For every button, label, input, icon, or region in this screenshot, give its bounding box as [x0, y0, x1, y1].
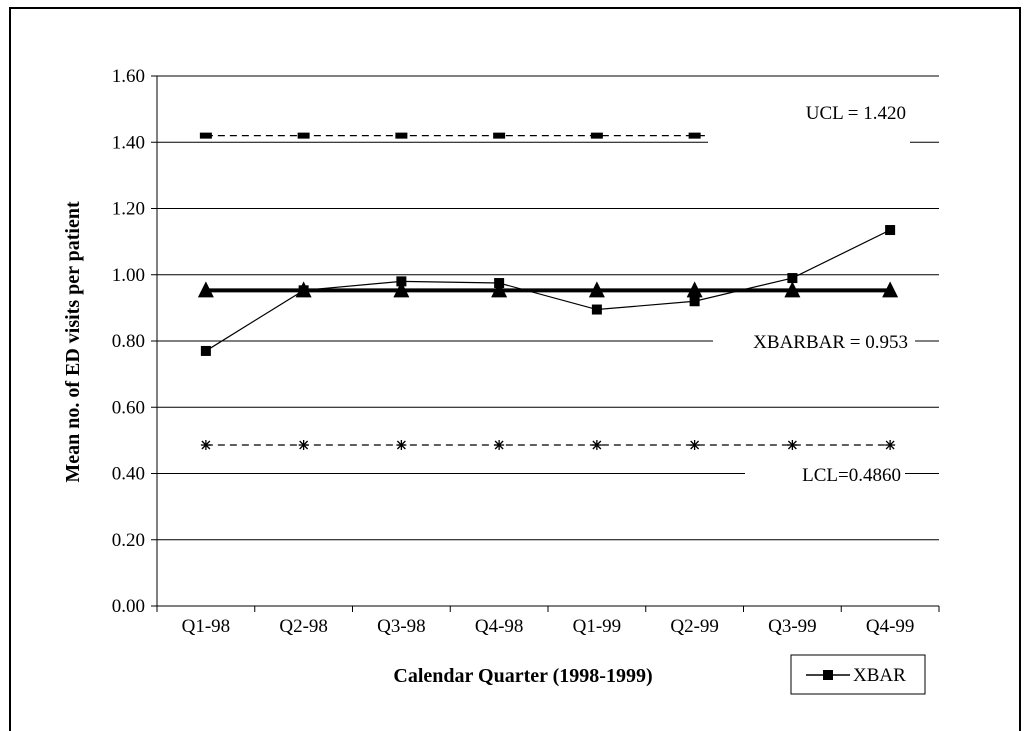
series-lcl-point-Q3-98 — [396, 440, 407, 451]
series-xbar-point-Q2-99 — [689, 296, 700, 307]
series-center-point-Q4-98 — [491, 281, 508, 298]
series-center-point-Q4-99 — [882, 281, 899, 298]
x-tick-label-Q3-99: Q3-99 — [768, 616, 817, 637]
x-tick-labels: Q1-98 Q2-98 Q3-98 Q4-98 Q1-99 Q2-99 Q3-99 Q4-99 — [182, 616, 915, 637]
series-lcl-point-Q2-98-d2 — [299, 440, 309, 450]
series-group — [197, 132, 899, 451]
x-axis-title: Calendar Quarter (1998-1999) — [393, 665, 652, 687]
ucl-label-bg — [708, 128, 910, 152]
series-lcl-point-Q2-98 — [298, 440, 309, 451]
series-lcl-point-Q1-98 — [200, 440, 211, 451]
series-ucl-point-Q1-99 — [590, 132, 603, 139]
lcl-label-bg — [745, 461, 905, 485]
series-center-point-Q1-99 — [588, 281, 605, 298]
x-tick-label-Q2-99: Q2-99 — [670, 616, 719, 637]
series-lcl-point-Q4-98 — [494, 440, 505, 451]
x-tick-label-Q4-99: Q4-99 — [866, 616, 915, 637]
series-lcl-point-Q4-99-d2 — [885, 440, 895, 450]
chart-frame — [9, 7, 1021, 731]
series-lcl-point-Q4-99 — [885, 440, 896, 451]
series-xbar-point-Q3-99 — [787, 273, 798, 284]
series-center-point-Q1-98 — [197, 281, 214, 298]
x-tick-label-Q3-98: Q3-98 — [377, 616, 426, 637]
y-axis-title: Mean no. of ED visits per patient — [62, 201, 84, 483]
series-lcl-point-Q1-98-d2 — [201, 440, 211, 450]
x-tick-label-Q4-98: Q4-98 — [475, 616, 524, 637]
series-xbar-point-Q3-98 — [396, 276, 407, 287]
y-tick-label-0.80: 0.80 — [112, 331, 145, 352]
x-tick-label-Q1-98: Q1-98 — [182, 616, 231, 637]
series-ucl-point-Q2-98 — [297, 132, 310, 139]
series-ucl-point-Q4-98 — [493, 132, 506, 139]
xbarbar-label-bg — [713, 328, 915, 354]
series-xbar — [200, 225, 896, 356]
y-tick-label-1.60: 1.60 — [112, 66, 145, 87]
y-tick-label-0.20: 0.20 — [112, 530, 145, 551]
legend-marker-square — [823, 670, 833, 680]
series-ucl-point-Q1-98 — [199, 132, 212, 139]
series-ucl-point-Q2-99 — [688, 132, 701, 139]
axes — [151, 75, 940, 612]
x-tick-label-Q2-98: Q2-98 — [279, 616, 328, 637]
legend: XBAR — [790, 654, 926, 695]
ucl-label: UCL = 1.420 — [806, 103, 906, 124]
series-lcl-point-Q2-99-d2 — [690, 440, 700, 450]
series-lcl-point-Q1-99 — [591, 440, 602, 451]
y-tick-label-0.60: 0.60 — [112, 397, 145, 418]
series-center-point-Q3-99 — [784, 281, 801, 298]
y-tick-label-0.00: 0.00 — [112, 596, 145, 617]
y-tick-label-1.20: 1.20 — [112, 199, 145, 220]
y-tick-label-0.40: 0.40 — [112, 464, 145, 485]
series-lcl-point-Q3-98-d2 — [396, 440, 406, 450]
series-lcl — [200, 440, 896, 451]
lcl-label: LCL=0.4860 — [802, 465, 901, 486]
series-xbar-line — [205, 229, 891, 352]
y-tick-label-1.00: 1.00 — [112, 265, 145, 286]
x-tick-label-Q1-99: Q1-99 — [573, 616, 622, 637]
series-ucl-point-Q3-98 — [395, 132, 408, 139]
gridlines — [157, 75, 939, 541]
series-xbar-point-Q4-99 — [885, 225, 896, 236]
y-tick-labels: 0.00 0.20 0.40 0.60 0.80 1.00 1.20 1.40 1.60 — [112, 66, 145, 617]
series-lcl-point-Q4-98-d2 — [494, 440, 504, 450]
series-xbar-point-Q2-98 — [298, 285, 309, 296]
series-lcl-point-Q3-99-d2 — [787, 440, 797, 450]
series-lcl-point-Q2-99 — [689, 440, 700, 451]
series-xbar-point-Q4-98 — [494, 278, 505, 289]
y-tick-label-1.40: 1.40 — [112, 132, 145, 153]
xbarbar-label: XBARBAR = 0.953 — [753, 332, 908, 353]
series-lcl-point-Q3-99 — [787, 440, 798, 451]
legend-label-xbar: XBAR — [853, 665, 906, 686]
series-xbar-point-Q1-98 — [200, 345, 211, 356]
series-center-point-Q3-98 — [393, 281, 410, 298]
series-center-point-Q2-99 — [686, 281, 703, 298]
series-xbar-point-Q1-99 — [591, 304, 602, 315]
series-lcl-point-Q1-99-d2 — [592, 440, 602, 450]
